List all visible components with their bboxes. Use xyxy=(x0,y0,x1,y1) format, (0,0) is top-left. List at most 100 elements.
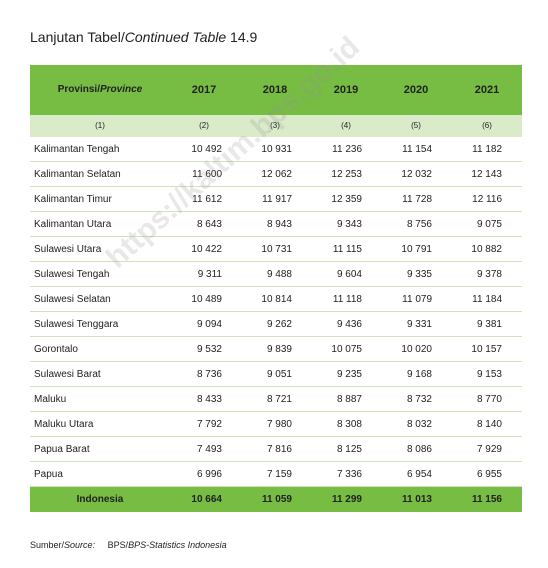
value-cell: 8 770 xyxy=(476,394,502,405)
table: Provinsi/Province 2017 2018 2019 2020 2021 (1)… xyxy=(30,65,522,512)
source-text-italic: BPS-Statistics Indonesia xyxy=(128,540,227,550)
value-cell: 8 887 xyxy=(336,394,362,405)
header-year: 2021 xyxy=(474,84,500,96)
data-row: Sulawesi Tenggara 9 094 9 262 9 436 9 331 9 3… xyxy=(30,312,522,337)
header-year: 2019 xyxy=(333,84,359,96)
province-name: Kalimantan Utara xyxy=(34,219,112,230)
province-name: Maluku xyxy=(34,394,67,405)
value-cell: 7 159 xyxy=(266,469,292,480)
value-cell: 12 143 xyxy=(471,169,502,180)
total-row: Indonesia 10 664 11 059 11 299 11 013 11 156 xyxy=(30,487,522,512)
value-cell: 8 032 xyxy=(406,419,432,430)
value-cell: 9 311 xyxy=(197,269,222,280)
value-cell: 11 115 xyxy=(332,244,362,255)
value-cell: 8 643 xyxy=(196,219,222,230)
value-cell: 12 359 xyxy=(331,194,362,205)
header-province: Provinsi/Province xyxy=(30,65,170,115)
data-row: Gorontalo 9 532 9 839 10 075 10 020 10 157 xyxy=(30,337,522,362)
value-cell: 9 436 xyxy=(336,319,362,330)
total-label: Indonesia xyxy=(76,494,124,505)
data-row: Sulawesi Selatan 10 489 10 814 11 118 11 079… xyxy=(30,287,522,312)
value-cell: 12 116 xyxy=(472,194,502,205)
source-text: BPS/ xyxy=(107,540,129,550)
column-number: (5) xyxy=(411,121,421,130)
value-cell: 11 728 xyxy=(402,194,432,205)
value-cell: 6 996 xyxy=(196,469,222,480)
value-cell: 7 816 xyxy=(266,444,292,455)
value-cell: 8 736 xyxy=(196,369,222,380)
value-cell: 8 721 xyxy=(266,394,292,405)
data-row: Maluku 8 433 8 721 8 887 8 732 8 770 xyxy=(30,387,522,412)
value-cell: 7 929 xyxy=(476,444,502,455)
total-value: 11 013 xyxy=(401,494,432,505)
column-number: (3) xyxy=(270,121,280,130)
title-prefix: Lanjutan Tabel/ xyxy=(30,29,125,45)
header-year: 2018 xyxy=(262,84,288,96)
column-number: (4) xyxy=(341,121,351,130)
data-row: Sulawesi Tengah 9 311 9 488 9 604 9 335 9 378 xyxy=(30,262,522,287)
source-label: Sumber/ xyxy=(30,540,65,550)
value-cell: 9 488 xyxy=(266,269,292,280)
province-name: Sulawesi Tenggara xyxy=(34,319,119,330)
header-province-prefix: Provinsi/ xyxy=(57,84,100,95)
value-cell: 8 756 xyxy=(406,219,432,230)
province-name: Sulawesi Tengah xyxy=(34,269,110,280)
value-cell: 10 492 xyxy=(191,144,222,155)
data-row: Sulawesi Utara 10 422 10 731 11 115 10 791 10… xyxy=(30,237,522,262)
value-cell: 11 236 xyxy=(332,144,362,155)
value-cell: 6 954 xyxy=(406,469,432,480)
value-cell: 10 075 xyxy=(331,344,362,355)
value-cell: 12 062 xyxy=(261,169,292,180)
source-label-italic: Source: xyxy=(64,540,96,550)
column-number: (1) xyxy=(95,121,105,130)
header-province-italic: Province xyxy=(100,84,143,95)
value-cell: 8 433 xyxy=(196,394,222,405)
value-cell: 11 184 xyxy=(472,294,502,305)
value-cell: 9 381 xyxy=(476,319,502,330)
value-cell: 9 335 xyxy=(406,269,432,280)
value-cell: 10 931 xyxy=(261,144,292,155)
value-cell: 7 980 xyxy=(266,419,292,430)
data-row: Kalimantan Selatan 11 600 12 062 12 253 12 0… xyxy=(30,162,522,187)
province-name: Gorontalo xyxy=(34,344,78,355)
total-value: 11 299 xyxy=(331,494,362,505)
value-cell: 9 604 xyxy=(336,269,362,280)
value-cell: 7 792 xyxy=(196,419,222,430)
header-row: Provinsi/Province 2017 2018 2019 2020 2021 xyxy=(30,65,522,115)
title-italic: Continued Table xyxy=(124,29,227,45)
province-name: Papua xyxy=(34,469,63,480)
column-number: (2) xyxy=(199,121,209,130)
value-cell: 9 378 xyxy=(476,269,502,280)
header-year: 2020 xyxy=(403,84,429,96)
value-cell: 8 308 xyxy=(336,419,362,430)
title-suffix: 14.9 xyxy=(226,29,258,45)
value-cell: 10 422 xyxy=(191,244,222,255)
value-cell: 12 253 xyxy=(331,169,362,180)
value-cell: 10 882 xyxy=(471,244,502,255)
province-name: Sulawesi Selatan xyxy=(34,294,111,305)
value-cell: 11 079 xyxy=(402,294,432,305)
value-cell: 7 336 xyxy=(336,469,362,480)
data-row: Papua 6 996 7 159 7 336 6 954 6 955 xyxy=(30,462,522,487)
value-cell: 10 157 xyxy=(471,344,502,355)
value-cell: 9 331 xyxy=(406,319,432,330)
value-cell: 11 182 xyxy=(472,144,502,155)
value-cell: 11 612 xyxy=(192,194,222,205)
value-cell: 9 168 xyxy=(406,369,432,380)
value-cell: 7 493 xyxy=(196,444,222,455)
header-year: 2017 xyxy=(191,84,217,96)
value-cell: 10 731 xyxy=(261,244,292,255)
value-cell: 11 917 xyxy=(262,194,292,205)
data-row: Papua Barat 7 493 7 816 8 125 8 086 7 929 xyxy=(30,437,522,462)
value-cell: 9 262 xyxy=(266,319,292,330)
column-number-row: (1) (2) (3) (4) (5) (6) xyxy=(30,115,522,137)
value-cell: 11 154 xyxy=(402,144,432,155)
column-number: (6) xyxy=(482,121,492,130)
data-row: Maluku Utara 7 792 7 980 8 308 8 032 8 140 xyxy=(30,412,522,437)
value-cell: 9 094 xyxy=(196,319,222,330)
province-name: Sulawesi Utara xyxy=(34,244,102,255)
total-value: 11 059 xyxy=(261,494,292,505)
value-cell: 9 235 xyxy=(336,369,362,380)
value-cell: 8 140 xyxy=(476,419,502,430)
data-row: Kalimantan Timur 11 612 11 917 12 359 11 728… xyxy=(30,187,522,212)
